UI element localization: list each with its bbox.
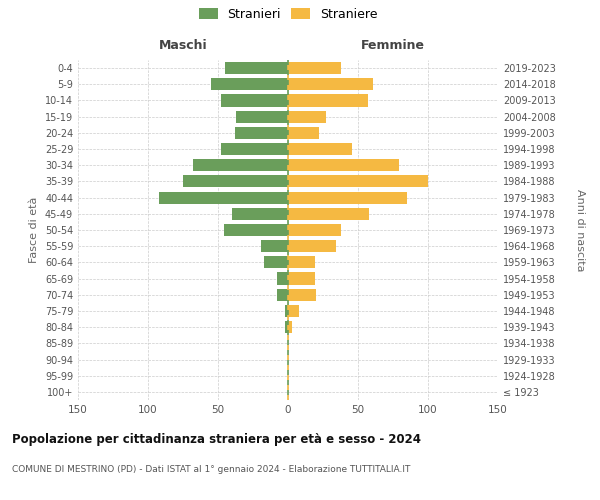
Bar: [288, 127, 319, 139]
Bar: [288, 78, 373, 90]
Bar: [288, 192, 407, 203]
Text: COMUNE DI MESTRINO (PD) - Dati ISTAT al 1° gennaio 2024 - Elaborazione TUTTITALI: COMUNE DI MESTRINO (PD) - Dati ISTAT al …: [12, 466, 410, 474]
Bar: [288, 110, 326, 122]
Bar: [224, 224, 288, 236]
Bar: [159, 192, 288, 203]
Text: Femmine: Femmine: [361, 40, 425, 52]
Bar: [221, 94, 288, 106]
Bar: [264, 256, 288, 268]
Bar: [285, 321, 288, 333]
Bar: [277, 288, 288, 301]
Bar: [232, 208, 288, 220]
Bar: [183, 176, 288, 188]
Y-axis label: Fasce di età: Fasce di età: [29, 197, 39, 263]
Bar: [277, 272, 288, 284]
Bar: [288, 176, 428, 188]
Bar: [288, 240, 335, 252]
Bar: [288, 305, 299, 317]
Bar: [236, 110, 288, 122]
Bar: [288, 208, 369, 220]
Bar: [288, 143, 352, 155]
Bar: [225, 62, 288, 74]
Y-axis label: Anni di nascita: Anni di nascita: [575, 188, 585, 271]
Bar: [288, 272, 314, 284]
Legend: Stranieri, Straniere: Stranieri, Straniere: [196, 5, 380, 23]
Text: Popolazione per cittadinanza straniera per età e sesso - 2024: Popolazione per cittadinanza straniera p…: [12, 432, 421, 446]
Bar: [221, 143, 288, 155]
Bar: [288, 62, 341, 74]
Bar: [288, 224, 341, 236]
Bar: [193, 159, 288, 172]
Bar: [285, 305, 288, 317]
Bar: [288, 256, 314, 268]
Bar: [288, 94, 368, 106]
Bar: [288, 159, 398, 172]
Bar: [211, 78, 288, 90]
Text: Maschi: Maschi: [158, 40, 208, 52]
Bar: [288, 321, 292, 333]
Bar: [235, 127, 288, 139]
Bar: [288, 288, 316, 301]
Bar: [262, 240, 288, 252]
